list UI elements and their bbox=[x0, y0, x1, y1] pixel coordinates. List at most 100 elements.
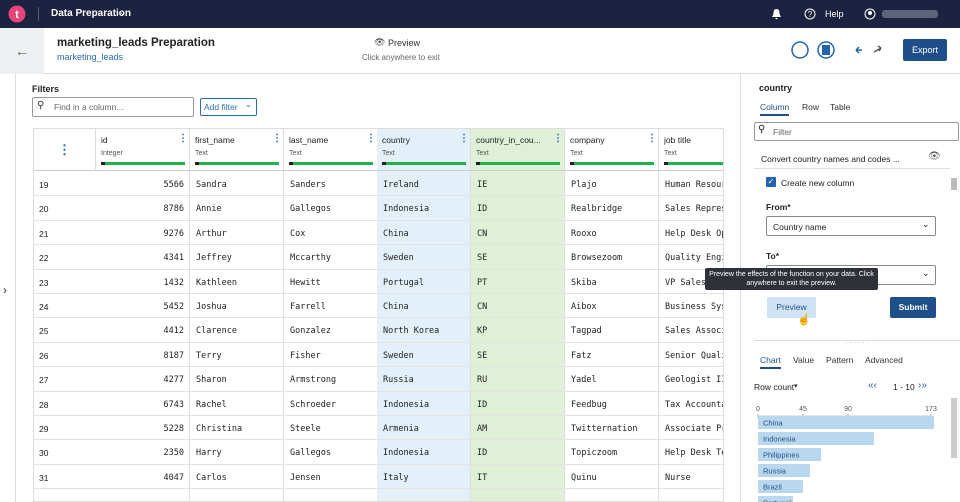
checkbox-label[interactable]: Create new column bbox=[781, 178, 855, 188]
cell: Gallegos bbox=[290, 204, 331, 215]
row-number: 28 bbox=[39, 399, 49, 410]
back-button[interactable]: ← bbox=[0, 28, 44, 74]
column-header-name[interactable]: country_in_cou... bbox=[476, 135, 541, 145]
subtitle[interactable]: marketing_leads bbox=[57, 52, 124, 62]
column-bg bbox=[284, 129, 378, 501]
help-link[interactable]: Help bbox=[825, 9, 844, 19]
cell: Senior Quality bbox=[665, 350, 723, 361]
pager-prev[interactable]: «‹ bbox=[868, 380, 877, 391]
row-number: 23 bbox=[39, 277, 49, 288]
checkbox[interactable]: ✓ bbox=[766, 177, 776, 187]
tab[interactable]: Row bbox=[802, 102, 820, 112]
search-placeholder[interactable]: Find in a column... bbox=[54, 102, 124, 112]
column-header-name[interactable]: job title bbox=[664, 135, 691, 145]
app-name[interactable]: Data Preparation bbox=[51, 8, 132, 19]
x-tick-label: 173 bbox=[925, 406, 937, 413]
bell-icon[interactable] bbox=[771, 8, 782, 20]
tab[interactable]: Table bbox=[830, 102, 851, 112]
row-menu[interactable]: ⋮ bbox=[34, 129, 96, 171]
filter-placeholder[interactable]: Filter bbox=[773, 127, 792, 137]
column-header-name[interactable]: company bbox=[570, 135, 605, 145]
quality-bar bbox=[101, 162, 185, 165]
row-count[interactable]: Row count bbox=[754, 382, 795, 392]
column-bg bbox=[377, 129, 471, 501]
search-box[interactable] bbox=[32, 97, 194, 117]
column-header-name[interactable]: first_name bbox=[195, 135, 235, 145]
tab[interactable]: Column bbox=[760, 102, 790, 116]
quality-bar bbox=[570, 162, 654, 165]
cell: Human Resource bbox=[665, 180, 723, 190]
quality-bar bbox=[664, 162, 723, 165]
column-menu[interactable]: ⋮ bbox=[553, 133, 563, 144]
logo[interactable]: t bbox=[8, 5, 26, 23]
cell: Fatz bbox=[571, 350, 592, 361]
column-menu[interactable]: ⋮ bbox=[366, 133, 376, 144]
panel-filter[interactable] bbox=[754, 122, 959, 141]
from-value[interactable]: Country name bbox=[773, 222, 827, 232]
column-type: Text bbox=[382, 150, 395, 157]
cell: 9276 bbox=[163, 228, 184, 239]
cell: Sharon bbox=[196, 375, 227, 386]
column-menu[interactable]: ⋮ bbox=[647, 133, 657, 144]
pager-next[interactable]: ›» bbox=[918, 380, 927, 391]
cell: Twitternation bbox=[571, 424, 638, 434]
splitter[interactable]: · · · · · · bbox=[754, 339, 960, 346]
tab[interactable]: Value bbox=[793, 355, 815, 365]
bar-label: China bbox=[763, 419, 783, 428]
row-line bbox=[34, 341, 723, 343]
cell: Sandra bbox=[196, 180, 227, 190]
user-icon[interactable] bbox=[864, 8, 876, 20]
tab[interactable]: Advanced bbox=[865, 355, 903, 365]
app-caret[interactable]: ⌄ bbox=[119, 7, 127, 17]
cell: Associate Prof bbox=[665, 424, 723, 434]
quality-bar bbox=[476, 162, 560, 165]
user-name-blur[interactable] bbox=[882, 10, 938, 18]
preview-button[interactable]: Preview bbox=[767, 297, 816, 318]
submit-button[interactable]: Submit bbox=[890, 297, 936, 318]
bar bbox=[758, 480, 803, 493]
search-icon: ⚲ bbox=[37, 100, 45, 111]
cell: Feedbug bbox=[571, 399, 607, 410]
cell: RU bbox=[477, 375, 488, 386]
bar-label: Indonesia bbox=[763, 435, 796, 444]
column-header-name[interactable]: id bbox=[101, 135, 108, 145]
to-label: To* bbox=[766, 251, 780, 261]
column-menu[interactable]: ⋮ bbox=[178, 133, 188, 144]
column-menu[interactable]: ⋮ bbox=[459, 133, 469, 144]
header-border bbox=[96, 170, 190, 171]
tab[interactable]: Pattern bbox=[826, 355, 854, 365]
side-toggle[interactable]: › bbox=[3, 283, 7, 297]
function-eye[interactable]: 👁 bbox=[928, 151, 941, 162]
cell: Yadel bbox=[571, 375, 597, 386]
export-button[interactable]: Export bbox=[903, 39, 947, 61]
column-header-name[interactable]: country bbox=[382, 135, 410, 145]
tab[interactable]: Chart bbox=[760, 355, 781, 369]
cell: Christina bbox=[196, 424, 243, 434]
cell: Plajo bbox=[571, 180, 597, 190]
row-line bbox=[34, 463, 723, 465]
add-filter[interactable] bbox=[200, 98, 257, 116]
help-icon[interactable]: ? bbox=[804, 8, 816, 20]
column-bg bbox=[471, 129, 565, 501]
cell: Realbridge bbox=[571, 204, 623, 215]
column-bg bbox=[659, 129, 723, 501]
function-name[interactable]: Convert country names and codes ... bbox=[761, 154, 900, 164]
cell: Help Desk Tech bbox=[665, 448, 723, 459]
from-select[interactable] bbox=[766, 216, 936, 236]
add-filter-label[interactable]: Add filter bbox=[204, 102, 238, 112]
cell: 8187 bbox=[163, 350, 184, 361]
row-number: 27 bbox=[39, 375, 49, 386]
tooltip: Preview the effects of the function on y… bbox=[705, 268, 878, 290]
header-icons[interactable] bbox=[790, 40, 890, 60]
cell: Mccarthy bbox=[290, 253, 331, 264]
top-nav bbox=[0, 0, 960, 28]
column-menu[interactable]: ⋮ bbox=[272, 133, 282, 144]
header-border bbox=[284, 170, 378, 171]
column-type: Integer bbox=[101, 150, 123, 157]
cell: Clarence bbox=[196, 326, 237, 337]
cell: Farrell bbox=[290, 302, 326, 312]
column-header-name[interactable]: last_name bbox=[289, 135, 329, 145]
filters-label: Filters bbox=[32, 84, 60, 94]
bar bbox=[758, 448, 821, 461]
